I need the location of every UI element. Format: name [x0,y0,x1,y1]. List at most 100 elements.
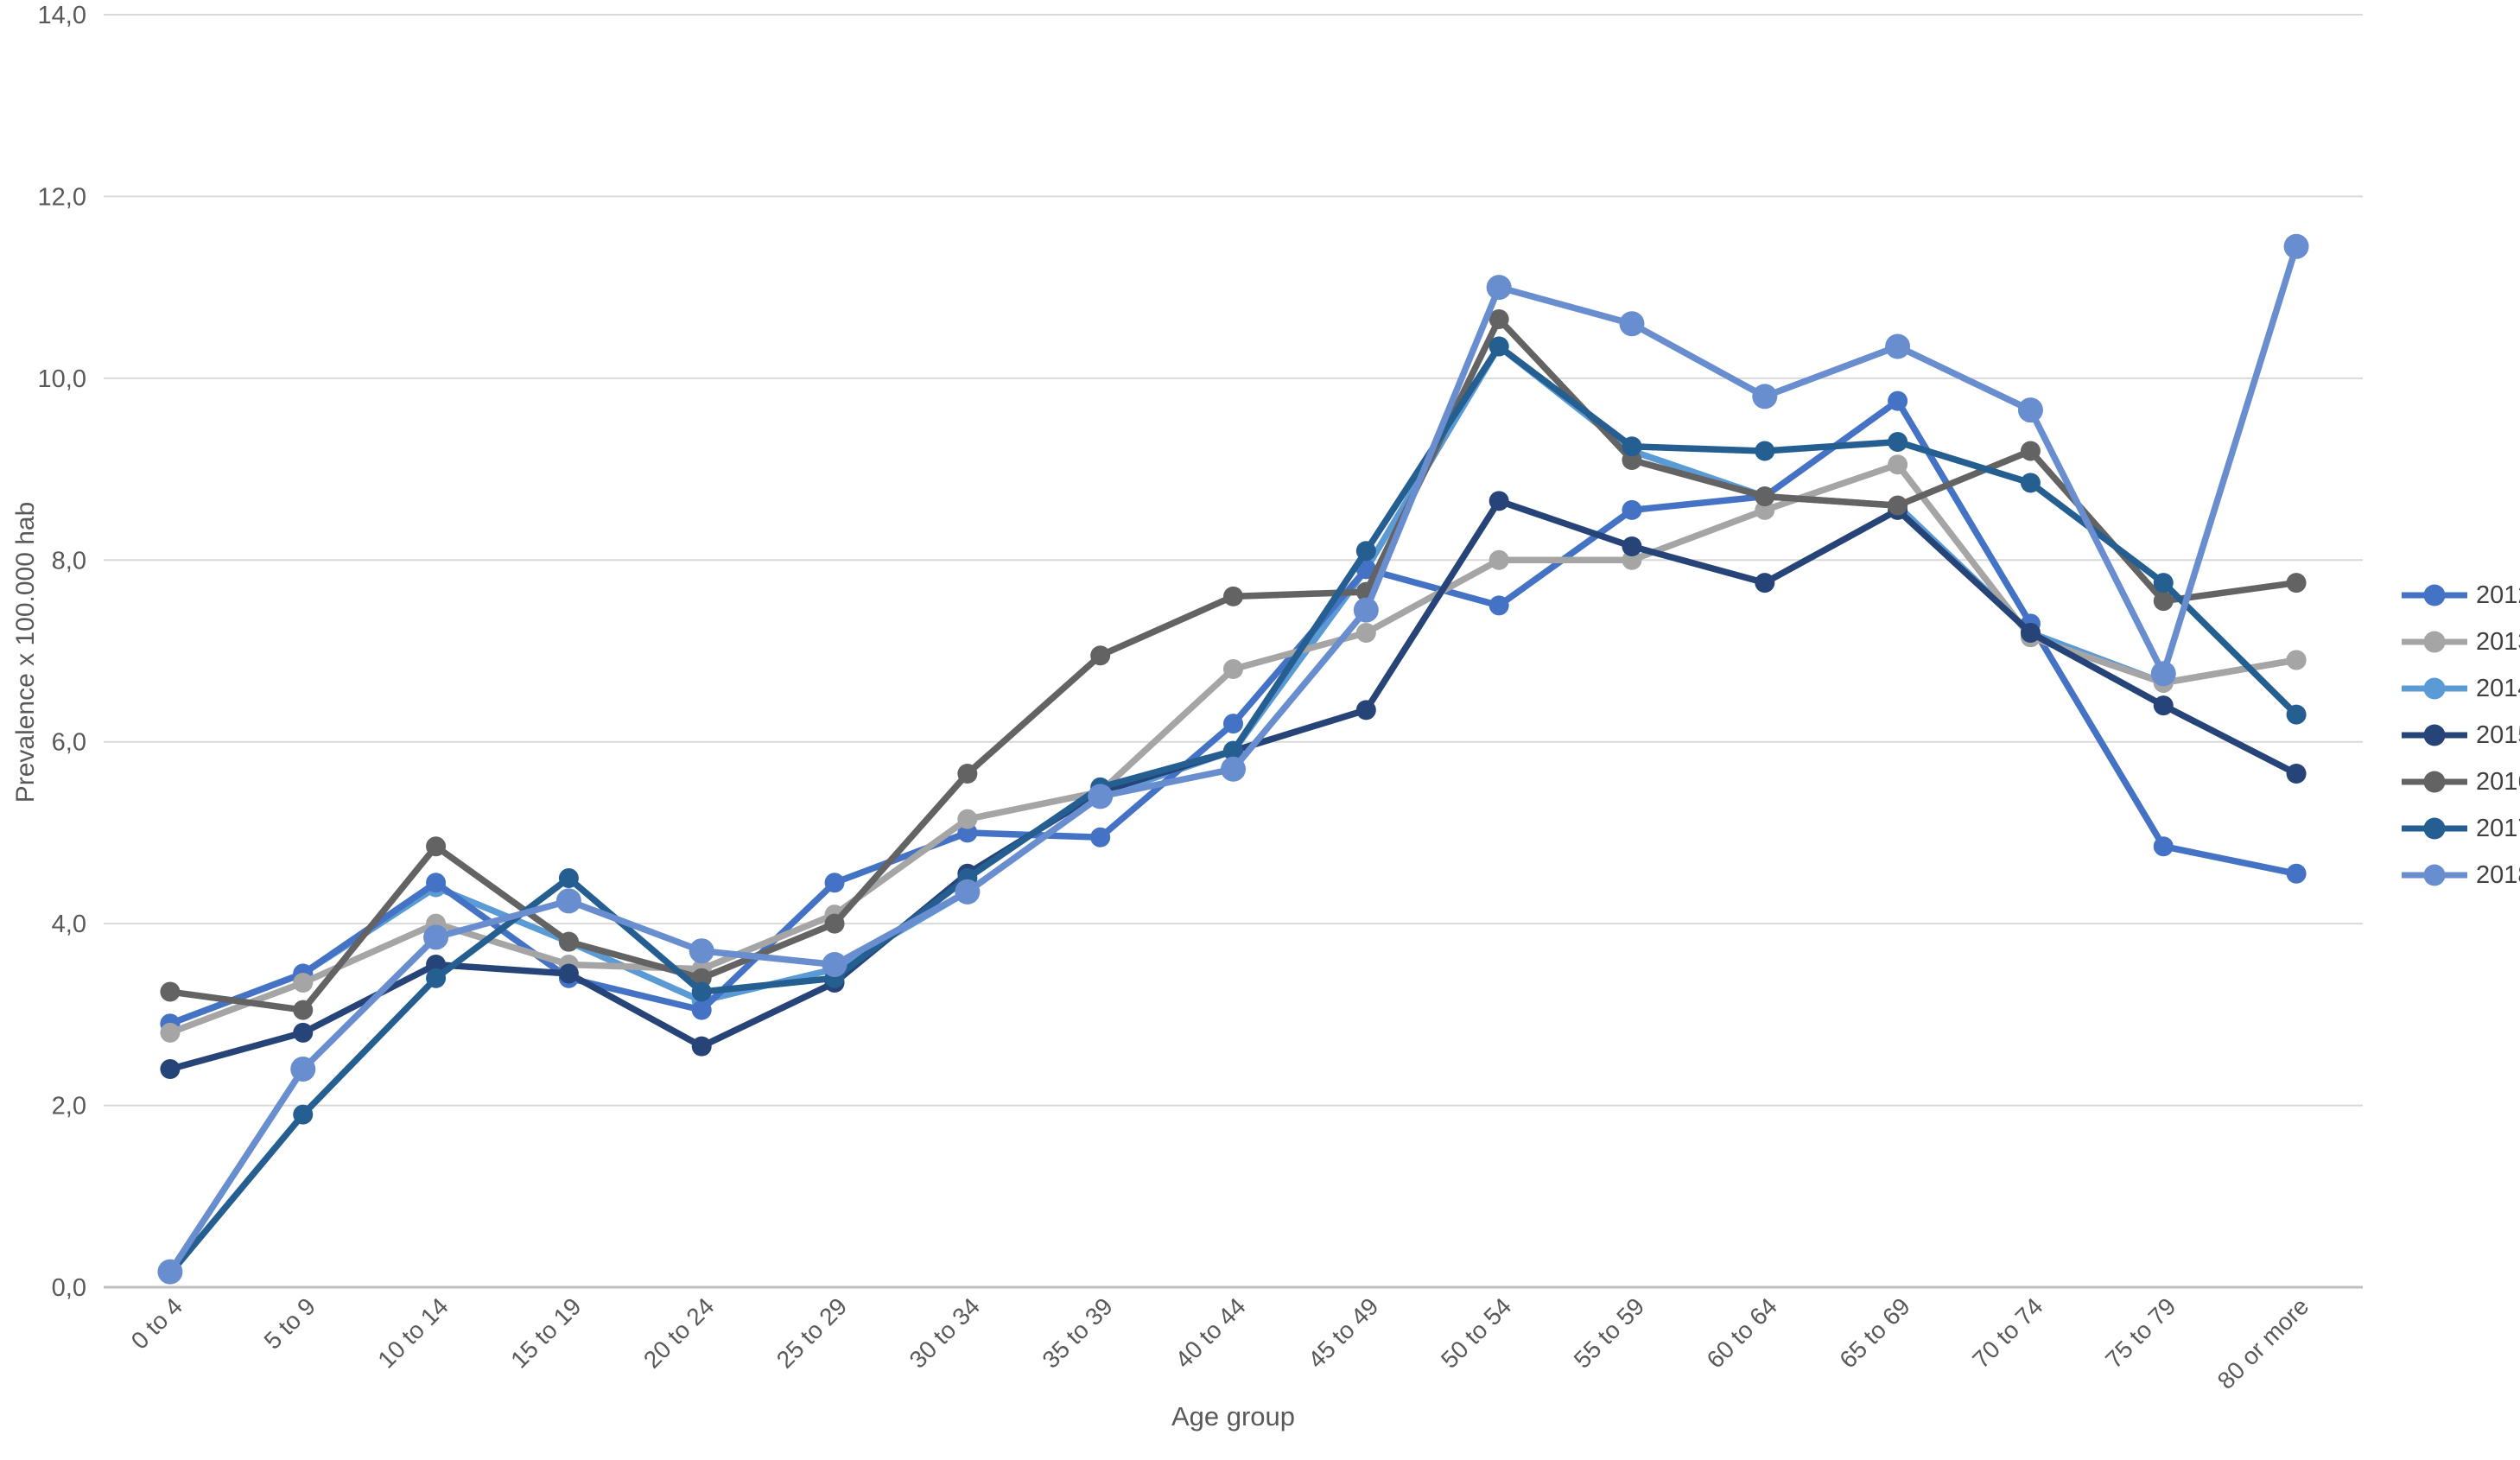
data-point-2016-50 to 54 [1489,308,1509,329]
x-tick-label: 30 to 34 [905,1292,985,1373]
data-point-2018-35 to 39 [1088,784,1114,809]
data-point-2015-70 to 74 [2020,622,2041,643]
data-point-2016-80 or more [2286,573,2307,594]
data-point-2012-20 to 24 [691,1000,712,1020]
data-point-2012-55 to 59 [1622,499,1642,520]
data-point-2012-10 to 14 [426,873,447,893]
legend-label-2016: 2016 [2476,767,2520,796]
legend-marker-icon [2423,724,2446,746]
legend-marker-icon [2423,864,2446,886]
x-tick-label: 15 to 19 [505,1292,586,1373]
legend-swatch-2013 [2402,631,2467,653]
legend-label-2014: 2014 [2476,674,2520,702]
legend-swatch-2012 [2402,584,2467,606]
data-point-2015-5 to 9 [293,1022,314,1043]
data-point-2018-0 to 4 [157,1259,183,1285]
data-point-2016-70 to 74 [2020,441,2041,461]
data-point-2016-55 to 59 [1622,450,1642,471]
legend-label-2018: 2018 [2476,860,2520,889]
x-tick-label: 70 to 74 [1967,1292,2047,1373]
legend-swatch-2014 [2402,677,2467,700]
series-line-2012 [167,397,2300,1027]
data-point-2018-20 to 24 [689,938,714,964]
data-point-2017-75 to 79 [2153,573,2174,594]
data-point-2012-65 to 69 [1888,390,1908,411]
data-point-2015-10 to 14 [426,954,447,974]
data-point-2015-15 to 19 [558,963,579,984]
x-tick-label: 50 to 54 [1436,1292,1516,1373]
legend-item-2015: 2015 [2400,712,2520,759]
x-tick-label: 5 to 9 [259,1292,321,1354]
legend-marker-icon [2423,631,2446,653]
data-point-2017-65 to 69 [1888,432,1908,453]
y-tick-label: 12,0 [38,183,86,211]
legend-label-2015: 2015 [2476,720,2520,749]
data-point-2016-75 to 79 [2153,591,2174,612]
data-point-2013-5 to 9 [293,973,314,993]
data-point-2015-0 to 4 [160,1058,181,1079]
series-2018 [157,233,2309,1285]
data-point-2013-80 or more [2286,650,2307,670]
data-point-2018-80 or more [2283,233,2309,259]
x-tick-label: 65 to 69 [1834,1292,1914,1373]
y-tick-label: 6,0 [52,729,86,757]
data-point-2018-15 to 19 [555,888,581,914]
x-tick-label: 80 or more [2212,1292,2314,1394]
legend-label-2017: 2017 [2476,814,2520,842]
x-tick-label: 40 to 44 [1170,1292,1250,1373]
y-tick-label: 10,0 [38,365,86,393]
data-point-2013-55 to 59 [1622,549,1642,570]
data-point-2018-60 to 64 [1752,384,1778,409]
data-point-2017-15 to 19 [558,868,579,889]
data-point-2012-50 to 54 [1489,595,1509,616]
data-point-2017-80 or more [2286,704,2307,725]
data-point-2012-75 to 79 [2153,836,2174,857]
legend-swatch-2016 [2402,771,2467,793]
data-point-2017-70 to 74 [2020,473,2041,493]
data-point-2017-10 to 14 [426,968,447,988]
data-point-2015-50 to 54 [1489,491,1509,511]
y-tick-label: 8,0 [52,547,86,574]
data-point-2016-35 to 39 [1090,645,1111,666]
x-axis-title: Age group [1171,1401,1296,1431]
data-point-2013-60 to 64 [1755,499,1775,520]
data-point-2017-55 to 59 [1622,436,1642,457]
data-point-2018-55 to 59 [1619,311,1645,337]
series-line-2015 [167,498,2300,1073]
x-tick-label: 45 to 49 [1303,1292,1383,1373]
data-point-2016-60 to 64 [1755,486,1775,507]
data-point-2018-25 to 29 [822,951,847,977]
legend-label-2013: 2013 [2476,627,2520,656]
data-point-2015-60 to 64 [1755,573,1775,594]
y-tick-label: 2,0 [52,1093,86,1120]
data-point-2015-80 or more [2286,764,2307,784]
data-point-2016-30 to 34 [957,764,978,784]
legend-item-2017: 2017 [2400,805,2520,852]
data-point-2016-20 to 24 [691,968,712,988]
data-point-2018-70 to 74 [2017,397,2043,423]
x-tick-label: 20 to 24 [638,1292,719,1373]
data-point-2018-65 to 69 [1885,333,1911,359]
legend-item-2016: 2016 [2400,759,2520,805]
data-point-2017-5 to 9 [293,1104,314,1125]
data-point-2016-40 to 44 [1223,586,1243,606]
data-point-2013-30 to 34 [957,809,978,829]
data-point-2016-5 to 9 [293,1000,314,1020]
data-point-2013-0 to 4 [160,1022,181,1043]
y-tick-label: 0,0 [52,1274,86,1302]
data-point-2017-60 to 64 [1755,441,1775,461]
legend-item-2014: 2014 [2400,665,2520,712]
legend-swatch-2018 [2402,864,2467,886]
series-2017 [160,336,2307,1284]
series-2012 [160,390,2307,1034]
data-point-2012-40 to 44 [1223,714,1243,734]
series-2014 [160,336,2307,1034]
legend-item-2018: 2018 [2400,852,2520,898]
data-point-2013-45 to 49 [1355,622,1376,643]
y-tick-label: 4,0 [52,911,86,938]
